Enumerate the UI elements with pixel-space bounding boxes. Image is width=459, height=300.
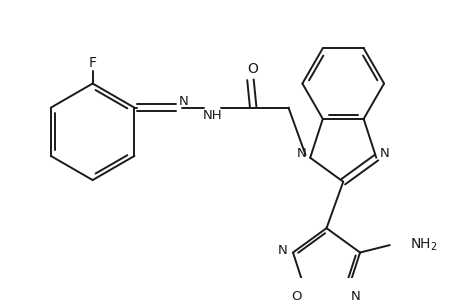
Text: O: O bbox=[246, 62, 257, 76]
Text: N: N bbox=[350, 290, 360, 300]
Text: F: F bbox=[89, 56, 96, 70]
Text: N: N bbox=[297, 147, 306, 160]
Text: N: N bbox=[179, 95, 188, 108]
Text: N: N bbox=[277, 244, 287, 257]
Text: NH: NH bbox=[202, 109, 222, 122]
Text: O: O bbox=[291, 290, 301, 300]
Text: NH$_2$: NH$_2$ bbox=[409, 237, 437, 253]
Text: N: N bbox=[379, 147, 389, 160]
